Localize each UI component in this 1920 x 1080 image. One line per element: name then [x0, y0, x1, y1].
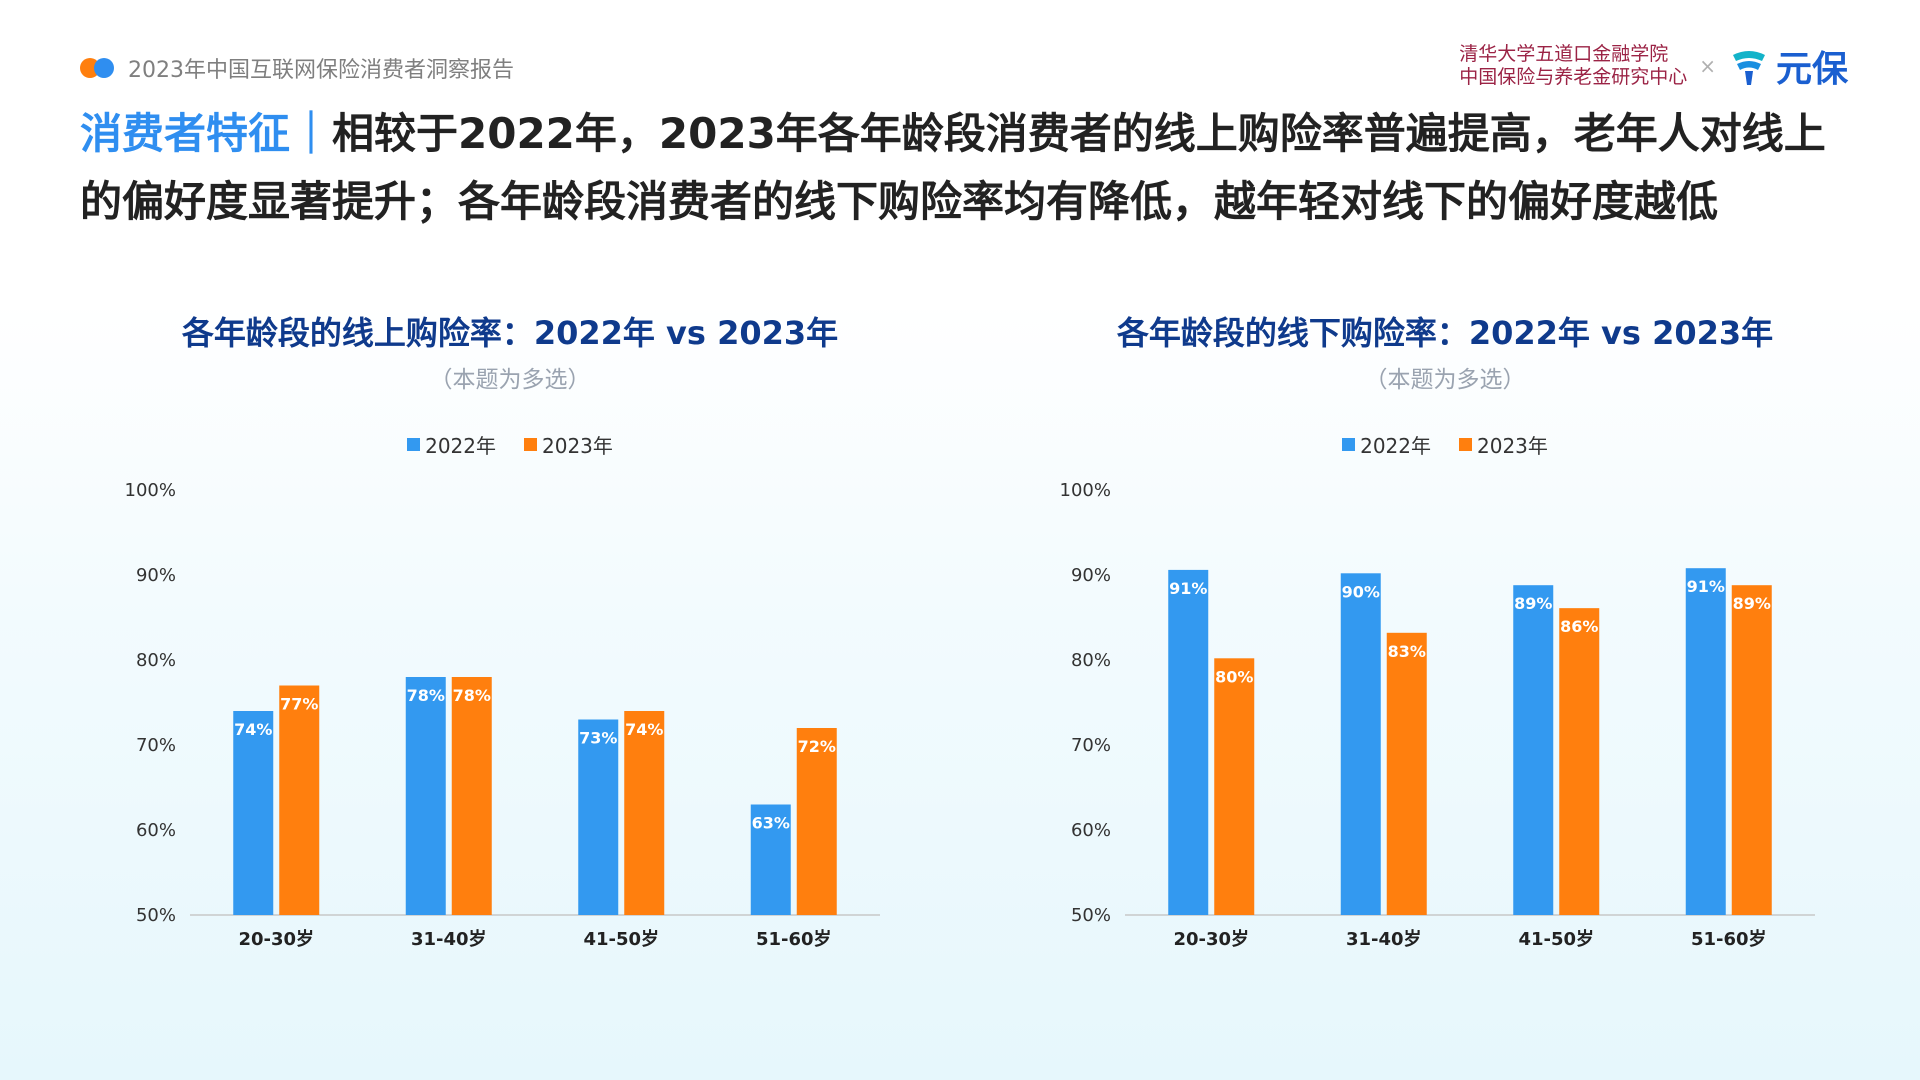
data-label: 74% [625, 720, 663, 739]
online-chart: 各年龄段的线上购险率：2022年 vs 2023年 （本题为多选） 2022年 … [60, 300, 960, 980]
offline-plot: 50% 60% 70% 80% 90% 100% 91% 80% 20-30岁 90% 83% 31-… [1060, 480, 1815, 950]
cross-symbol: × [1699, 54, 1716, 78]
bar [1731, 585, 1772, 915]
partner-line-1: 清华大学五道口金融学院 [1459, 43, 1669, 65]
bar [451, 677, 492, 915]
y-tick-label: 90% [1071, 565, 1111, 586]
headline-key: 消费者特征｜ [80, 109, 333, 158]
data-label: 80% [1215, 667, 1253, 686]
bar [405, 677, 446, 915]
data-label: 72% [798, 737, 836, 756]
legend-item-2022: 2022年 [1342, 430, 1431, 459]
bar [1386, 632, 1427, 915]
y-tick-label: 70% [1071, 735, 1111, 756]
x-tick-label: 51-60岁 [756, 928, 832, 950]
bar [1685, 568, 1726, 915]
y-tick-label: 50% [136, 905, 176, 926]
data-label: 91% [1169, 579, 1207, 598]
brand-dots-icon [80, 58, 116, 78]
data-label: 91% [1687, 577, 1725, 596]
data-label: 90% [1342, 582, 1380, 601]
data-label: 77% [280, 695, 318, 714]
y-tick-label: 80% [136, 650, 176, 671]
data-label: 78% [453, 686, 491, 705]
online-plot: 50% 60% 70% 80% 90% 100% 74% 77% 20-30岁 78% 78% 31-… [125, 480, 880, 950]
bar [624, 711, 665, 915]
report-title: 2023年中国互联网保险消费者洞察报告 [128, 58, 514, 83]
x-tick-label: 41-50岁 [583, 928, 659, 950]
y-tick-label: 60% [1071, 820, 1111, 841]
y-tick-label: 80% [1071, 650, 1111, 671]
y-tick-label: 70% [136, 735, 176, 756]
bar [1559, 608, 1600, 915]
data-label: 78% [407, 686, 445, 705]
yuanbao-logo-icon [1732, 51, 1765, 85]
x-tick-label: 31-40岁 [411, 928, 487, 950]
bar [279, 685, 320, 915]
bar [233, 711, 274, 915]
chart-legend: 2022年 2023年 [995, 430, 1895, 459]
x-tick-label: 20-30岁 [238, 928, 314, 950]
legend-item-2023: 2023年 [1459, 430, 1548, 459]
x-tick-label: 41-50岁 [1518, 928, 1594, 950]
chart-title: 各年龄段的线上购险率：2022年 vs 2023年 [181, 314, 839, 352]
headline-text: 相较于2022年，2023年各年龄段消费者的线上购险率普遍提高，老年人对线上的偏… [80, 109, 1826, 226]
y-tick-label: 90% [136, 565, 176, 586]
x-tick-label: 20-30岁 [1173, 928, 1249, 950]
y-tick-label: 60% [136, 820, 176, 841]
bar [1513, 585, 1554, 915]
data-label: 86% [1560, 617, 1598, 636]
bar [578, 719, 619, 915]
data-label: 74% [234, 720, 272, 739]
headline: 消费者特征｜相较于2022年，2023年各年龄段消费者的线上购险率普遍提高，老年… [80, 100, 1860, 236]
offline-chart: 各年龄段的线下购险率：2022年 vs 2023年 （本题为多选） 2022年 … [995, 300, 1895, 980]
report-tag: 2023年中国互联网保险消费者洞察报告 [80, 52, 514, 84]
data-label: 63% [752, 814, 790, 833]
brand-name: 元保 [1775, 49, 1848, 90]
x-tick-label: 31-40岁 [1346, 928, 1422, 950]
y-tick-label: 50% [1071, 905, 1111, 926]
partner-institution: 清华大学五道口金融学院 中国保险与养老金研究中心 [1459, 43, 1687, 89]
partner-line-2: 中国保险与养老金研究中心 [1459, 66, 1688, 88]
y-tick-label: 100% [125, 480, 176, 501]
x-tick-label: 51-60岁 [1691, 928, 1767, 950]
data-label: 83% [1388, 642, 1426, 661]
data-label: 73% [579, 729, 617, 748]
chart-legend: 2022年 2023年 [60, 430, 960, 459]
bar [1340, 573, 1381, 915]
bar [750, 804, 791, 915]
chart-subtitle: （本题为多选） [1364, 367, 1526, 393]
legend-item-2022: 2022年 [407, 430, 496, 459]
bar [1168, 569, 1209, 915]
bar [1214, 658, 1255, 915]
legend-item-2023: 2023年 [524, 430, 613, 459]
data-label: 89% [1514, 594, 1552, 613]
bar [796, 728, 837, 915]
data-label: 89% [1733, 594, 1771, 613]
chart-title: 各年龄段的线下购险率：2022年 vs 2023年 [1116, 314, 1774, 352]
chart-subtitle: （本题为多选） [429, 367, 591, 393]
y-tick-label: 100% [1060, 480, 1111, 501]
logo-area: 清华大学五道口金融学院 中国保险与养老金研究中心 × 元保 [1459, 40, 1848, 92]
